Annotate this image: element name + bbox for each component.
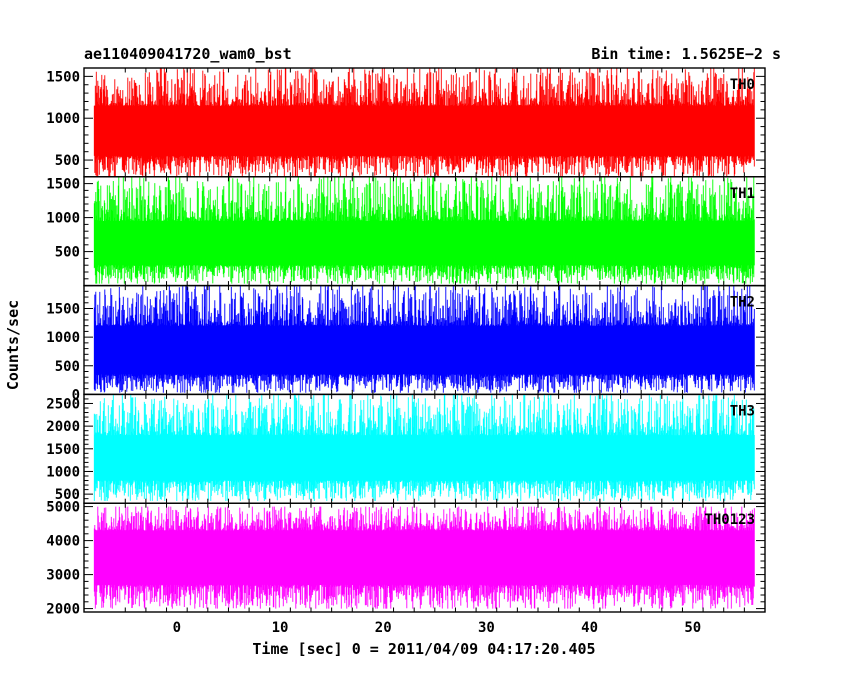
- x-tick-label: 0: [173, 620, 181, 636]
- y-tick-label: 500: [55, 245, 80, 261]
- series-th2-trace: [93, 285, 755, 393]
- y-tick-label: 4000: [46, 534, 80, 550]
- y-tick-label: 5000: [46, 500, 80, 516]
- y-tick-label: 3000: [46, 568, 80, 584]
- panel-th3: 500 1000 1500 2000 2500 TH3: [46, 393, 766, 504]
- panels-group: 500 1000 1500 TH0 500 1000 1500 TH1 0 500 1000 1500…: [46, 67, 766, 618]
- y-tick-label: 1500: [46, 177, 80, 193]
- panel-th0: 500 1000 1500 TH0: [46, 67, 766, 178]
- y-tick-label: 1000: [46, 464, 80, 480]
- x-tick-label: 50: [684, 620, 701, 636]
- series-th1-trace: [93, 176, 755, 284]
- x-tick-label: 20: [375, 620, 392, 636]
- series-th0123-trace: [93, 506, 755, 609]
- y-tick-label: 1500: [46, 442, 80, 458]
- y-tick-label: 1500: [46, 302, 80, 318]
- x-tick-label: 30: [478, 620, 495, 636]
- y-tick-label: 2500: [46, 396, 80, 412]
- panel-label-th0: TH0: [730, 77, 755, 93]
- y-axis-label: Counts/sec: [4, 300, 22, 390]
- panel-label-th3: TH3: [730, 403, 755, 419]
- x-axis-label: Time [sec] 0 = 2011/04/09 04:17:20.405: [252, 640, 595, 658]
- observation-id-title: ae110409041720_wam0_bst: [84, 45, 292, 63]
- x-tick-label: 10: [272, 620, 289, 636]
- x-tick-labels: 0 10 20 30 40 50: [173, 620, 702, 636]
- series-th0-trace: [93, 68, 755, 177]
- y-tick-label: 1000: [46, 330, 80, 346]
- y-tick-label: 1000: [46, 211, 80, 227]
- panel-th1: 500 1000 1500 TH1: [46, 176, 766, 287]
- y-tick-label: 1000: [46, 111, 80, 127]
- panel-th2: 0 500 1000 1500 TH2: [46, 284, 766, 403]
- y-tick-label: 1500: [46, 69, 80, 85]
- panel-frame: [83, 502, 766, 613]
- panel-th0123: 2000 3000 4000 5000 TH0123: [46, 500, 766, 618]
- panel-label-th0123: TH0123: [704, 512, 755, 528]
- y-tick-label: 0: [72, 387, 80, 403]
- bin-time-label: Bin time: 1.5625E−2 s: [591, 45, 781, 63]
- y-tick-label: 2000: [46, 602, 80, 618]
- panel-label-th1: TH1: [730, 186, 755, 202]
- series-th3-trace: [93, 394, 755, 501]
- y-tick-label: 2000: [46, 419, 80, 435]
- y-tick-label: 500: [55, 359, 80, 375]
- panel-label-th2: TH2: [730, 295, 755, 311]
- y-tick-label: 500: [55, 487, 80, 503]
- y-tick-label: 500: [55, 153, 80, 169]
- x-tick-label: 40: [581, 620, 598, 636]
